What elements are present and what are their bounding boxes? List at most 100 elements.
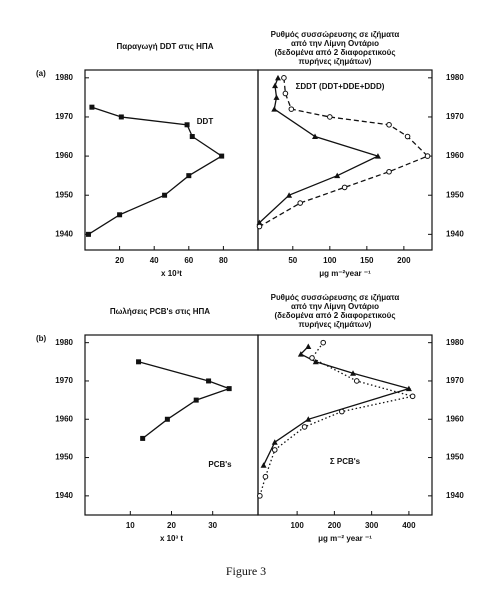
chart-title: πυρήνες ιζημάτων) bbox=[299, 57, 372, 66]
marker bbox=[226, 386, 232, 392]
y-tick-label: 1950 bbox=[446, 453, 464, 462]
marker bbox=[272, 82, 279, 89]
panel-label: (b) bbox=[36, 334, 47, 343]
marker bbox=[140, 435, 146, 441]
marker bbox=[281, 75, 287, 81]
chart-title: Ρυθμός συσσώρευσης σε ιζήματα bbox=[271, 293, 400, 302]
y-tick-label: 1940 bbox=[446, 229, 464, 238]
series-line bbox=[263, 346, 412, 466]
x-tick-label: 10 bbox=[126, 521, 135, 530]
marker bbox=[409, 393, 416, 400]
marker bbox=[312, 358, 319, 365]
x-tick-label: 50 bbox=[288, 256, 297, 265]
x-tick-label: 60 bbox=[184, 256, 193, 265]
marker bbox=[89, 104, 95, 110]
marker bbox=[85, 231, 91, 237]
marker bbox=[301, 424, 308, 430]
y-tick-label: 1980 bbox=[446, 73, 464, 82]
annotation: Σ PCB's bbox=[330, 457, 361, 466]
x-axis-label: μg m⁻²year ⁻¹ bbox=[319, 269, 371, 278]
x-tick-label: 30 bbox=[208, 521, 217, 530]
annotation: DDT bbox=[197, 117, 214, 126]
marker bbox=[297, 200, 304, 206]
y-tick-label: 1980 bbox=[446, 338, 464, 347]
marker bbox=[271, 447, 278, 453]
marker bbox=[271, 439, 278, 445]
marker bbox=[256, 223, 263, 230]
y-tick-label: 1940 bbox=[55, 229, 73, 238]
x-tick-label: 200 bbox=[328, 521, 342, 530]
series-line bbox=[88, 106, 223, 235]
marker bbox=[256, 219, 263, 226]
chart-title: από την Λίμνη Οντάριο bbox=[291, 39, 379, 48]
chart-title: πυρήνες ιζημάτων) bbox=[299, 320, 372, 329]
y-tick-label: 1940 bbox=[55, 491, 73, 500]
marker bbox=[320, 339, 327, 346]
marker bbox=[257, 493, 263, 499]
marker bbox=[305, 416, 312, 422]
marker bbox=[282, 90, 289, 97]
x-tick-label: 300 bbox=[365, 521, 379, 530]
chart-title: Πωλήσεις PCB's στις ΗΠΑ bbox=[110, 307, 210, 316]
marker bbox=[288, 106, 295, 112]
chart-title: Παραγωγή DDT στις ΗΠΑ bbox=[117, 42, 214, 51]
marker bbox=[117, 212, 123, 218]
marker bbox=[297, 351, 304, 357]
marker bbox=[404, 133, 411, 140]
marker bbox=[309, 355, 315, 361]
x-axis-label: x 10³t bbox=[161, 269, 182, 278]
marker bbox=[305, 343, 312, 349]
marker bbox=[193, 397, 199, 403]
annotation: PCB's bbox=[208, 460, 232, 469]
marker bbox=[341, 184, 348, 191]
plot-frame bbox=[257, 334, 433, 516]
plot-frame bbox=[257, 69, 433, 251]
x-tick-label: 40 bbox=[150, 256, 159, 265]
y-tick-label: 1950 bbox=[55, 190, 73, 199]
panel-label: (a) bbox=[36, 69, 46, 78]
plot-frame bbox=[84, 334, 259, 516]
x-axis-label: μg m⁻² year ⁻¹ bbox=[318, 534, 372, 543]
x-tick-label: 20 bbox=[115, 256, 124, 265]
marker bbox=[189, 134, 195, 140]
x-tick-label: 200 bbox=[397, 256, 411, 265]
y-tick-label: 1940 bbox=[446, 491, 464, 500]
marker bbox=[184, 122, 190, 128]
marker bbox=[312, 133, 319, 140]
x-tick-label: 20 bbox=[167, 521, 176, 530]
y-tick-label: 1960 bbox=[446, 414, 464, 423]
chart-title: (δεδομένα από 2 διαφορετικούς bbox=[274, 311, 395, 320]
marker bbox=[353, 378, 360, 384]
chart-title: Ρυθμός συσσώρευσης σε ιζήματα bbox=[271, 30, 400, 39]
y-tick-label: 1960 bbox=[55, 151, 73, 160]
series-line bbox=[259, 342, 413, 497]
y-tick-label: 1970 bbox=[55, 112, 73, 121]
y-tick-label: 1950 bbox=[55, 453, 73, 462]
y-tick-label: 1980 bbox=[55, 73, 73, 82]
chart-title: από την Λίμνη Οντάριο bbox=[291, 302, 379, 311]
marker bbox=[206, 378, 212, 384]
marker bbox=[327, 114, 333, 120]
y-tick-label: 1950 bbox=[446, 190, 464, 199]
series-line bbox=[259, 77, 429, 228]
marker bbox=[273, 94, 280, 100]
marker bbox=[164, 416, 170, 422]
plot-frame bbox=[84, 69, 259, 251]
marker bbox=[162, 192, 168, 198]
marker bbox=[136, 359, 142, 365]
chart-title: (δεδομένα από 2 διαφορετικούς bbox=[274, 48, 395, 57]
series-line bbox=[138, 361, 232, 439]
marker bbox=[274, 74, 281, 81]
y-tick-label: 1960 bbox=[55, 414, 73, 423]
marker bbox=[262, 473, 269, 480]
marker bbox=[424, 153, 431, 159]
marker bbox=[350, 370, 357, 376]
marker bbox=[260, 462, 267, 468]
marker bbox=[286, 192, 293, 198]
marker bbox=[271, 106, 278, 112]
x-axis-label: x 10³ t bbox=[160, 534, 183, 543]
y-tick-label: 1980 bbox=[55, 338, 73, 347]
marker bbox=[334, 172, 341, 179]
annotation: ΣDDT (DDT+DDE+DDD) bbox=[296, 82, 385, 91]
